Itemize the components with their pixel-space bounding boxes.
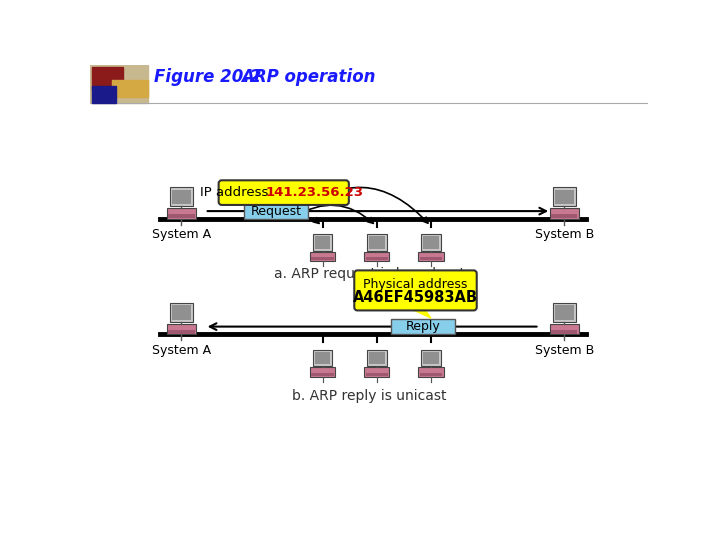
FancyBboxPatch shape [551, 330, 577, 334]
FancyBboxPatch shape [168, 330, 194, 334]
Text: System A: System A [152, 228, 211, 241]
FancyBboxPatch shape [244, 204, 307, 219]
FancyBboxPatch shape [170, 187, 193, 206]
FancyBboxPatch shape [310, 368, 335, 377]
Text: System A: System A [152, 343, 211, 356]
FancyBboxPatch shape [420, 257, 442, 260]
FancyBboxPatch shape [364, 252, 390, 261]
FancyBboxPatch shape [364, 368, 390, 377]
FancyBboxPatch shape [167, 323, 196, 334]
Bar [90, 65, 148, 103]
Bar [92, 67, 123, 90]
FancyBboxPatch shape [367, 234, 387, 251]
FancyBboxPatch shape [549, 323, 579, 334]
Bar [92, 86, 116, 103]
Text: b. ARP reply is unicast: b. ARP reply is unicast [292, 389, 446, 403]
FancyBboxPatch shape [311, 257, 333, 260]
FancyBboxPatch shape [418, 252, 444, 261]
Text: 141.23.56.23: 141.23.56.23 [266, 186, 364, 199]
FancyBboxPatch shape [423, 237, 439, 249]
FancyBboxPatch shape [549, 208, 579, 219]
FancyBboxPatch shape [366, 373, 388, 376]
FancyBboxPatch shape [421, 350, 441, 366]
FancyBboxPatch shape [315, 237, 330, 249]
Text: IP address: IP address [199, 186, 272, 199]
FancyBboxPatch shape [392, 319, 455, 334]
Text: A46EF45983AB: A46EF45983AB [353, 291, 478, 305]
Text: System B: System B [535, 343, 594, 356]
FancyBboxPatch shape [553, 303, 576, 322]
FancyBboxPatch shape [310, 252, 335, 261]
FancyBboxPatch shape [423, 352, 439, 364]
Polygon shape [408, 307, 431, 318]
FancyBboxPatch shape [555, 190, 574, 204]
FancyBboxPatch shape [168, 214, 194, 218]
Text: Figure 20.2: Figure 20.2 [153, 68, 261, 86]
Text: a. ARP request is broadcast: a. ARP request is broadcast [274, 267, 464, 281]
FancyBboxPatch shape [167, 208, 196, 219]
FancyBboxPatch shape [418, 368, 444, 377]
FancyBboxPatch shape [420, 373, 442, 376]
FancyBboxPatch shape [369, 352, 384, 364]
FancyBboxPatch shape [219, 180, 349, 205]
FancyBboxPatch shape [366, 257, 388, 260]
FancyBboxPatch shape [170, 303, 193, 322]
Text: ARP operation: ARP operation [241, 68, 376, 86]
FancyBboxPatch shape [553, 187, 576, 206]
FancyBboxPatch shape [354, 271, 477, 310]
Text: Request: Request [251, 205, 302, 218]
FancyBboxPatch shape [421, 234, 441, 251]
FancyBboxPatch shape [312, 234, 333, 251]
FancyBboxPatch shape [369, 237, 384, 249]
FancyBboxPatch shape [312, 350, 333, 366]
FancyBboxPatch shape [367, 350, 387, 366]
Text: System B: System B [535, 228, 594, 241]
FancyBboxPatch shape [172, 305, 191, 320]
Text: Reply: Reply [406, 320, 441, 333]
Text: Physical address: Physical address [364, 278, 468, 291]
FancyBboxPatch shape [172, 190, 191, 204]
FancyBboxPatch shape [311, 373, 333, 376]
FancyBboxPatch shape [555, 305, 574, 320]
FancyBboxPatch shape [551, 214, 577, 218]
Bar [112, 80, 148, 97]
FancyBboxPatch shape [315, 352, 330, 364]
